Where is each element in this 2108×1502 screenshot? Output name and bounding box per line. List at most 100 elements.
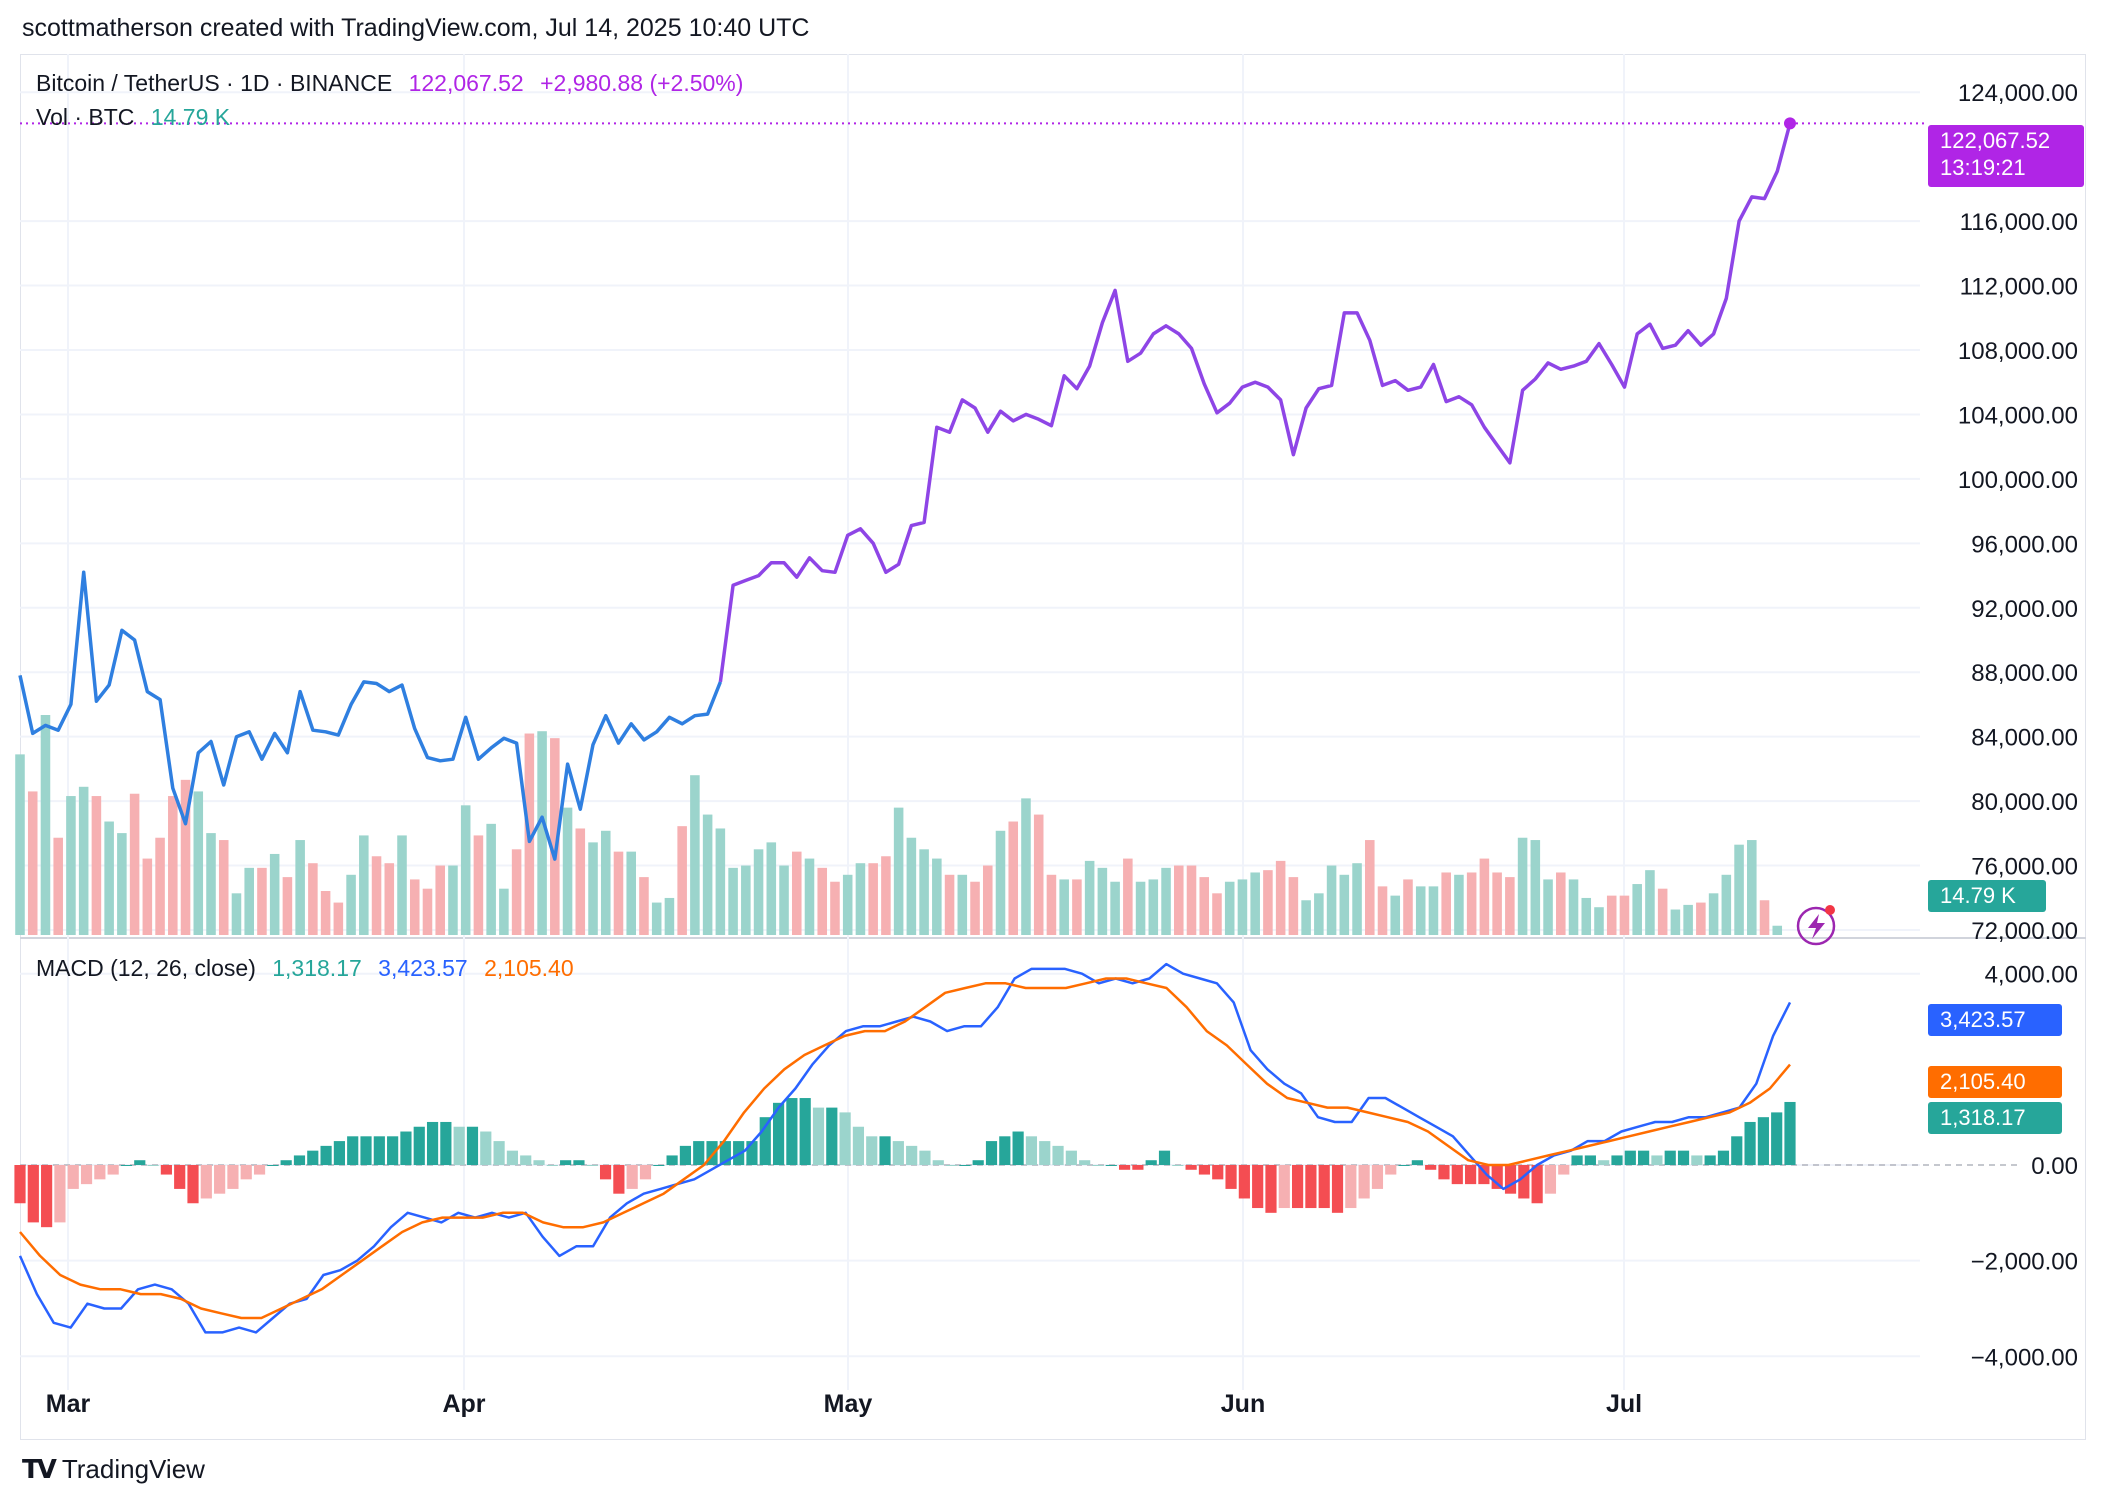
macd-histogram-bar: [506, 1150, 518, 1165]
macd-tick-label: −2,000.00: [1971, 1249, 2078, 1276]
volume-bar: [397, 835, 407, 935]
volume-bar: [1097, 867, 1108, 935]
volume-bar: [1403, 879, 1413, 935]
macd-histogram-bar: [1544, 1165, 1557, 1194]
price-tick-label: 104,000.00: [1958, 402, 2078, 429]
volume-bar: [218, 840, 229, 935]
volume-label[interactable]: Vol · BTC: [36, 104, 135, 130]
volume-bar: [1199, 877, 1210, 935]
volume-bar: [779, 865, 789, 935]
volume-bar: [1339, 874, 1350, 935]
volume-bar: [333, 902, 344, 935]
volume-bar: [1466, 872, 1477, 935]
price-tick-label: 88,000.00: [1971, 660, 2078, 687]
volume-bar: [741, 865, 751, 935]
volume-bar: [1161, 867, 1171, 935]
volume-bar: [15, 754, 25, 935]
volume-bar: [575, 828, 586, 935]
volume-bar: [282, 877, 293, 935]
volume-bar: [1645, 870, 1655, 935]
volume-bar: [320, 891, 331, 935]
volume-bar: [817, 867, 828, 935]
macd-tick-label: 0.00: [2031, 1153, 2078, 1180]
volume-bar: [1123, 858, 1133, 935]
volume-bar: [957, 874, 968, 935]
macd-histogram-bar: [187, 1165, 199, 1204]
symbol-name[interactable]: Bitcoin / TetherUS · 1D · BINANCE: [36, 70, 393, 96]
macd-histogram-bar: [626, 1165, 638, 1189]
macd-histogram-bar: [599, 1165, 612, 1180]
price-line-late: [718, 122, 1792, 683]
volume-bar: [893, 807, 904, 935]
volume-tag: 14.79 K: [1928, 880, 2046, 912]
volume-bar: [1594, 907, 1604, 935]
volume-bar: [702, 814, 713, 935]
macd-histogram-bar: [972, 1160, 984, 1165]
macd-tick-label: −4,000.00: [1971, 1344, 2078, 1371]
macd-histogram-bar: [280, 1160, 292, 1165]
macd-histogram-bar: [573, 1160, 585, 1165]
macd-histogram-bar: [1052, 1145, 1064, 1165]
macd-histogram-bar: [560, 1160, 572, 1165]
macd-histogram-bar: [586, 1165, 598, 1166]
volume-bar: [613, 851, 624, 935]
macd-histogram-bar: [120, 1165, 133, 1166]
macd-histogram-bar: [1252, 1165, 1264, 1209]
macd-histogram-bar: [852, 1126, 865, 1165]
macd-histogram-bar: [1371, 1165, 1384, 1189]
price-tick-label: 72,000.00: [1971, 918, 2078, 945]
macd-histogram-bar: [200, 1165, 212, 1199]
price-tick-label: 80,000.00: [1971, 789, 2078, 816]
macd-histogram-bar: [267, 1165, 279, 1166]
macd-histogram-bar: [1158, 1150, 1171, 1165]
macd-histogram-bar: [1079, 1160, 1091, 1165]
volume-bar: [1505, 877, 1515, 935]
macd-histogram-bar: [799, 1098, 811, 1165]
volume-bar: [753, 849, 764, 935]
volume-bar: [906, 837, 917, 935]
volume-bar: [1619, 895, 1630, 935]
macd-histogram-bar: [839, 1112, 851, 1165]
volume-value: 14.79 K: [150, 104, 231, 130]
volume-bar: [1759, 900, 1770, 935]
macd-histogram-bar: [1571, 1155, 1583, 1165]
macd-label[interactable]: MACD (12, 26, close): [36, 955, 256, 981]
macd-histogram-bar: [985, 1141, 998, 1165]
volume-bar: [435, 865, 445, 935]
volume-bar: [1135, 881, 1146, 935]
macd-histogram-bar: [1065, 1150, 1077, 1165]
volume-bar: [1237, 879, 1248, 935]
macd-histogram-bar: [160, 1165, 172, 1175]
volume-bar: [600, 830, 611, 935]
volume-bar: [995, 830, 1006, 935]
price-tick-label: 124,000.00: [1958, 80, 2078, 107]
volume-bar: [1314, 893, 1324, 935]
volume-bar: [53, 837, 63, 935]
volume-bar: [1110, 881, 1120, 935]
macd-histogram-bar: [1185, 1165, 1197, 1170]
tradingview-logo[interactable]: TV TradingView: [22, 1454, 205, 1485]
volume-bar: [919, 849, 929, 935]
volume-bar: [206, 833, 216, 935]
price-tick-label: 112,000.00: [1960, 274, 2078, 301]
volume-bar: [728, 867, 738, 935]
volume-bar: [550, 738, 560, 935]
macd-histogram-bar: [1438, 1165, 1450, 1180]
macd-histogram-bar: [1012, 1131, 1024, 1165]
macd-histogram-bar: [320, 1145, 332, 1165]
volume-bar: [91, 796, 102, 935]
volume-bar: [1708, 893, 1719, 935]
volume-bar: [1365, 840, 1375, 935]
macd-histogram-bar: [1691, 1155, 1703, 1165]
macd-histogram-bar: [1598, 1160, 1610, 1165]
volume-bar: [537, 731, 547, 935]
volume-bar: [588, 842, 598, 935]
volume-bar: [1275, 860, 1286, 935]
macd-histogram-bar: [693, 1141, 705, 1165]
macd-histogram-bar: [373, 1136, 385, 1165]
volume-bar: [295, 840, 305, 935]
last-price-dot: [1784, 117, 1796, 130]
macd-histogram-bar: [1478, 1165, 1490, 1185]
macd-histogram-bar: [1305, 1165, 1317, 1209]
